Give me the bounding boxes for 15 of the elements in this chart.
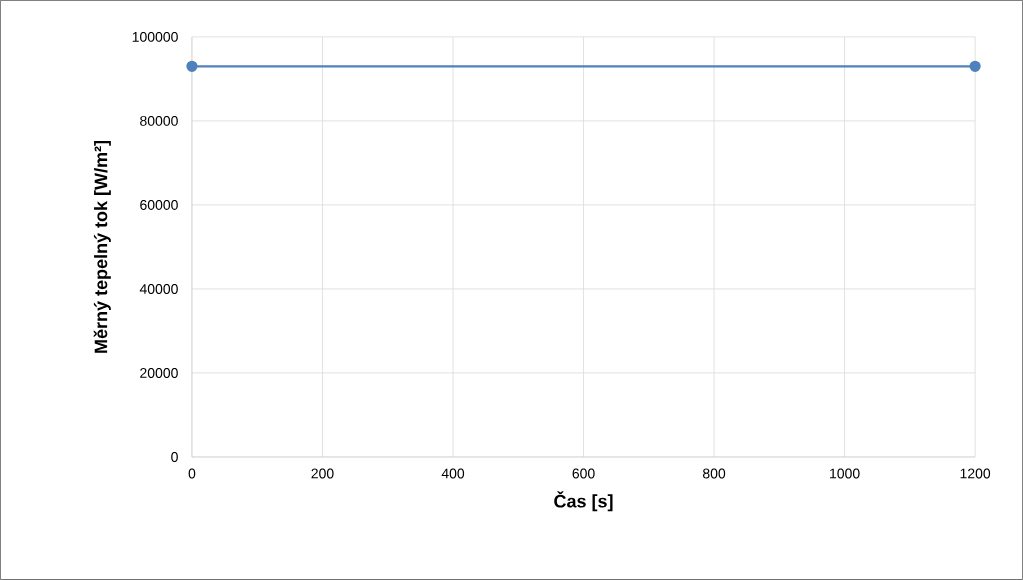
- x-tick-label: 1000: [830, 468, 860, 479]
- x-tick-label: 800: [702, 468, 726, 479]
- y-axis-title: Měrný tepelný tok [W/m²]: [93, 140, 111, 353]
- x-tick-label: 600: [572, 468, 595, 479]
- y-tick-label: 40000: [139, 284, 178, 294]
- x-tick-label: 1200: [960, 468, 991, 479]
- x-tick-label: 0: [188, 468, 196, 479]
- y-tick-label: 60000: [140, 200, 178, 210]
- x-axis-title: Čas [s]: [554, 491, 613, 512]
- y-tick-label: 20000: [140, 368, 178, 378]
- y-tick-label: 0: [171, 452, 178, 462]
- y-tick-label: 100000: [132, 31, 178, 42]
- x-tick-label: 400: [441, 468, 465, 479]
- x-tick-label: 200: [311, 468, 334, 479]
- y-tick-label: 80000: [140, 115, 178, 126]
